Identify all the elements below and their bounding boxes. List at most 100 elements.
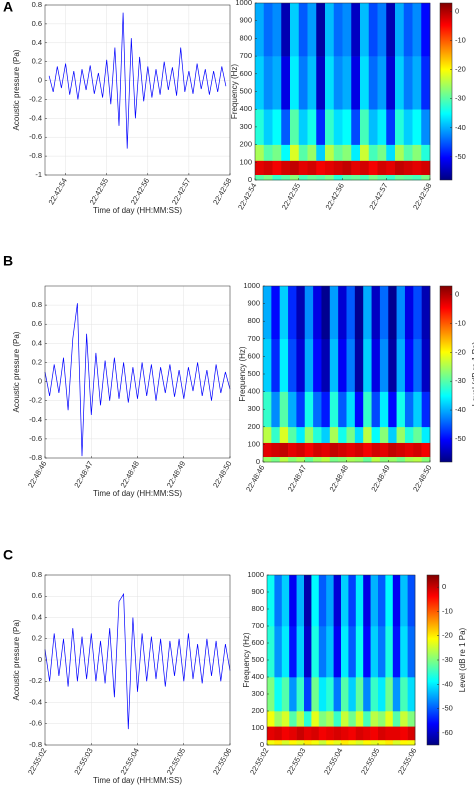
x-tick-label: 22:55:06 [211, 746, 233, 776]
heat-cell [404, 391, 414, 428]
heat-cell [325, 174, 335, 181]
heat-cell [392, 739, 401, 746]
colorbar-tick-label: -40 [455, 123, 466, 132]
y-tick-label: 500 [247, 369, 260, 378]
heat-cell [360, 109, 370, 145]
heat-cell [326, 575, 334, 627]
heat-cell [400, 677, 408, 712]
heat-cell [421, 109, 431, 145]
waveform [44, 592, 231, 730]
panel-letter: A [3, 0, 13, 15]
x-tick-label: 22:55:02 [248, 746, 270, 776]
heat-cell [346, 442, 356, 458]
heat-cell [379, 286, 389, 340]
heat-cell [307, 109, 317, 145]
heat-cell [281, 160, 291, 175]
heat-cell [342, 56, 352, 110]
heat-cell [388, 286, 397, 340]
heat-cell [311, 575, 320, 627]
y-tick-label: 0 [38, 655, 42, 664]
waveform [48, 12, 227, 149]
heat-cell [289, 677, 297, 712]
heat-cell [413, 426, 422, 443]
y-tick-label: 300 [239, 122, 252, 131]
heat-cell [386, 3, 396, 57]
heat-cell [333, 677, 342, 712]
heat-cell [403, 144, 413, 161]
heat-cell [341, 726, 349, 741]
y-tick-label: 0.6 [32, 591, 42, 600]
y-axis-label: Acoustic pressure (Pa) [12, 619, 21, 700]
heat-cell [307, 144, 317, 161]
heat-cell [346, 456, 356, 463]
heat-cell [255, 109, 265, 145]
heat-cell [354, 338, 364, 392]
y-tick-label: 1000 [243, 281, 260, 290]
heat-cell [379, 456, 389, 463]
heat-cell [316, 160, 326, 175]
heat-cell [368, 160, 378, 175]
y-tick-label: 700 [251, 621, 264, 630]
heat-cell [421, 442, 431, 458]
heat-cell [288, 286, 297, 340]
heat-cell [392, 575, 401, 627]
heat-cell [290, 109, 300, 145]
heat-cell [333, 626, 342, 678]
y-tick-label: 0.2 [32, 57, 42, 66]
y-tick-label: 700 [239, 51, 252, 60]
heat-cell [377, 160, 387, 175]
y-tick-label: -0.6 [29, 132, 42, 141]
colorbar-tick-label: -10 [455, 36, 466, 45]
colorbar [439, 2, 453, 181]
heat-cell [304, 726, 312, 741]
heat-cell [412, 109, 422, 145]
heat-cell [316, 174, 326, 181]
y-tick-label: 700 [247, 334, 260, 343]
heat-cell [371, 391, 381, 428]
heat-cell [378, 711, 386, 727]
y-tick-label: 900 [251, 587, 264, 596]
heat-cell [304, 575, 312, 627]
x-tick-label: 22:55:06 [396, 746, 418, 776]
y-tick-label: 100 [239, 157, 252, 166]
heat-cell [290, 56, 300, 110]
heat-cell [311, 711, 320, 727]
heat-cell [296, 442, 306, 458]
heat-cell [403, 3, 413, 57]
heat-cell [281, 739, 290, 746]
heat-cell [355, 626, 364, 678]
heat-cell [274, 677, 283, 712]
y-axis-label: Frequency (Hz) [230, 64, 239, 119]
heat-cell [263, 56, 273, 110]
heat-cell [363, 677, 371, 712]
heat-cell [307, 56, 317, 110]
heat-cell [395, 3, 405, 57]
x-tick-label: 22:48:50 [211, 459, 233, 489]
heat-cell [271, 338, 280, 392]
heat-cell [370, 726, 379, 741]
heat-cell [355, 726, 364, 741]
heat-cell [412, 56, 422, 110]
heat-cell [378, 575, 386, 627]
heat-cell [263, 109, 273, 145]
y-tick-label: -0.6 [29, 719, 42, 728]
heat-cell [267, 726, 275, 741]
heat-cell [392, 711, 401, 727]
heat-cell [392, 726, 401, 741]
y-tick-label: 0.8 [32, 300, 42, 309]
heat-cell [271, 426, 280, 443]
y-tick-label: 900 [239, 16, 252, 25]
colorbar-tick-label: -50 [455, 152, 466, 161]
heat-cell [321, 426, 331, 443]
y-tick-label: -0.8 [29, 453, 42, 462]
heat-cell [271, 391, 280, 428]
heat-cell [342, 3, 352, 57]
heat-cell [363, 739, 371, 746]
heat-cell [274, 739, 283, 746]
colorbar-tick-label: -10 [455, 318, 466, 327]
x-tick-label: 22:55:05 [359, 746, 381, 776]
heat-cell [290, 144, 300, 161]
y-tick-label: 800 [239, 33, 252, 42]
y-tick-label: 1000 [247, 570, 264, 579]
heat-cell [316, 3, 326, 57]
